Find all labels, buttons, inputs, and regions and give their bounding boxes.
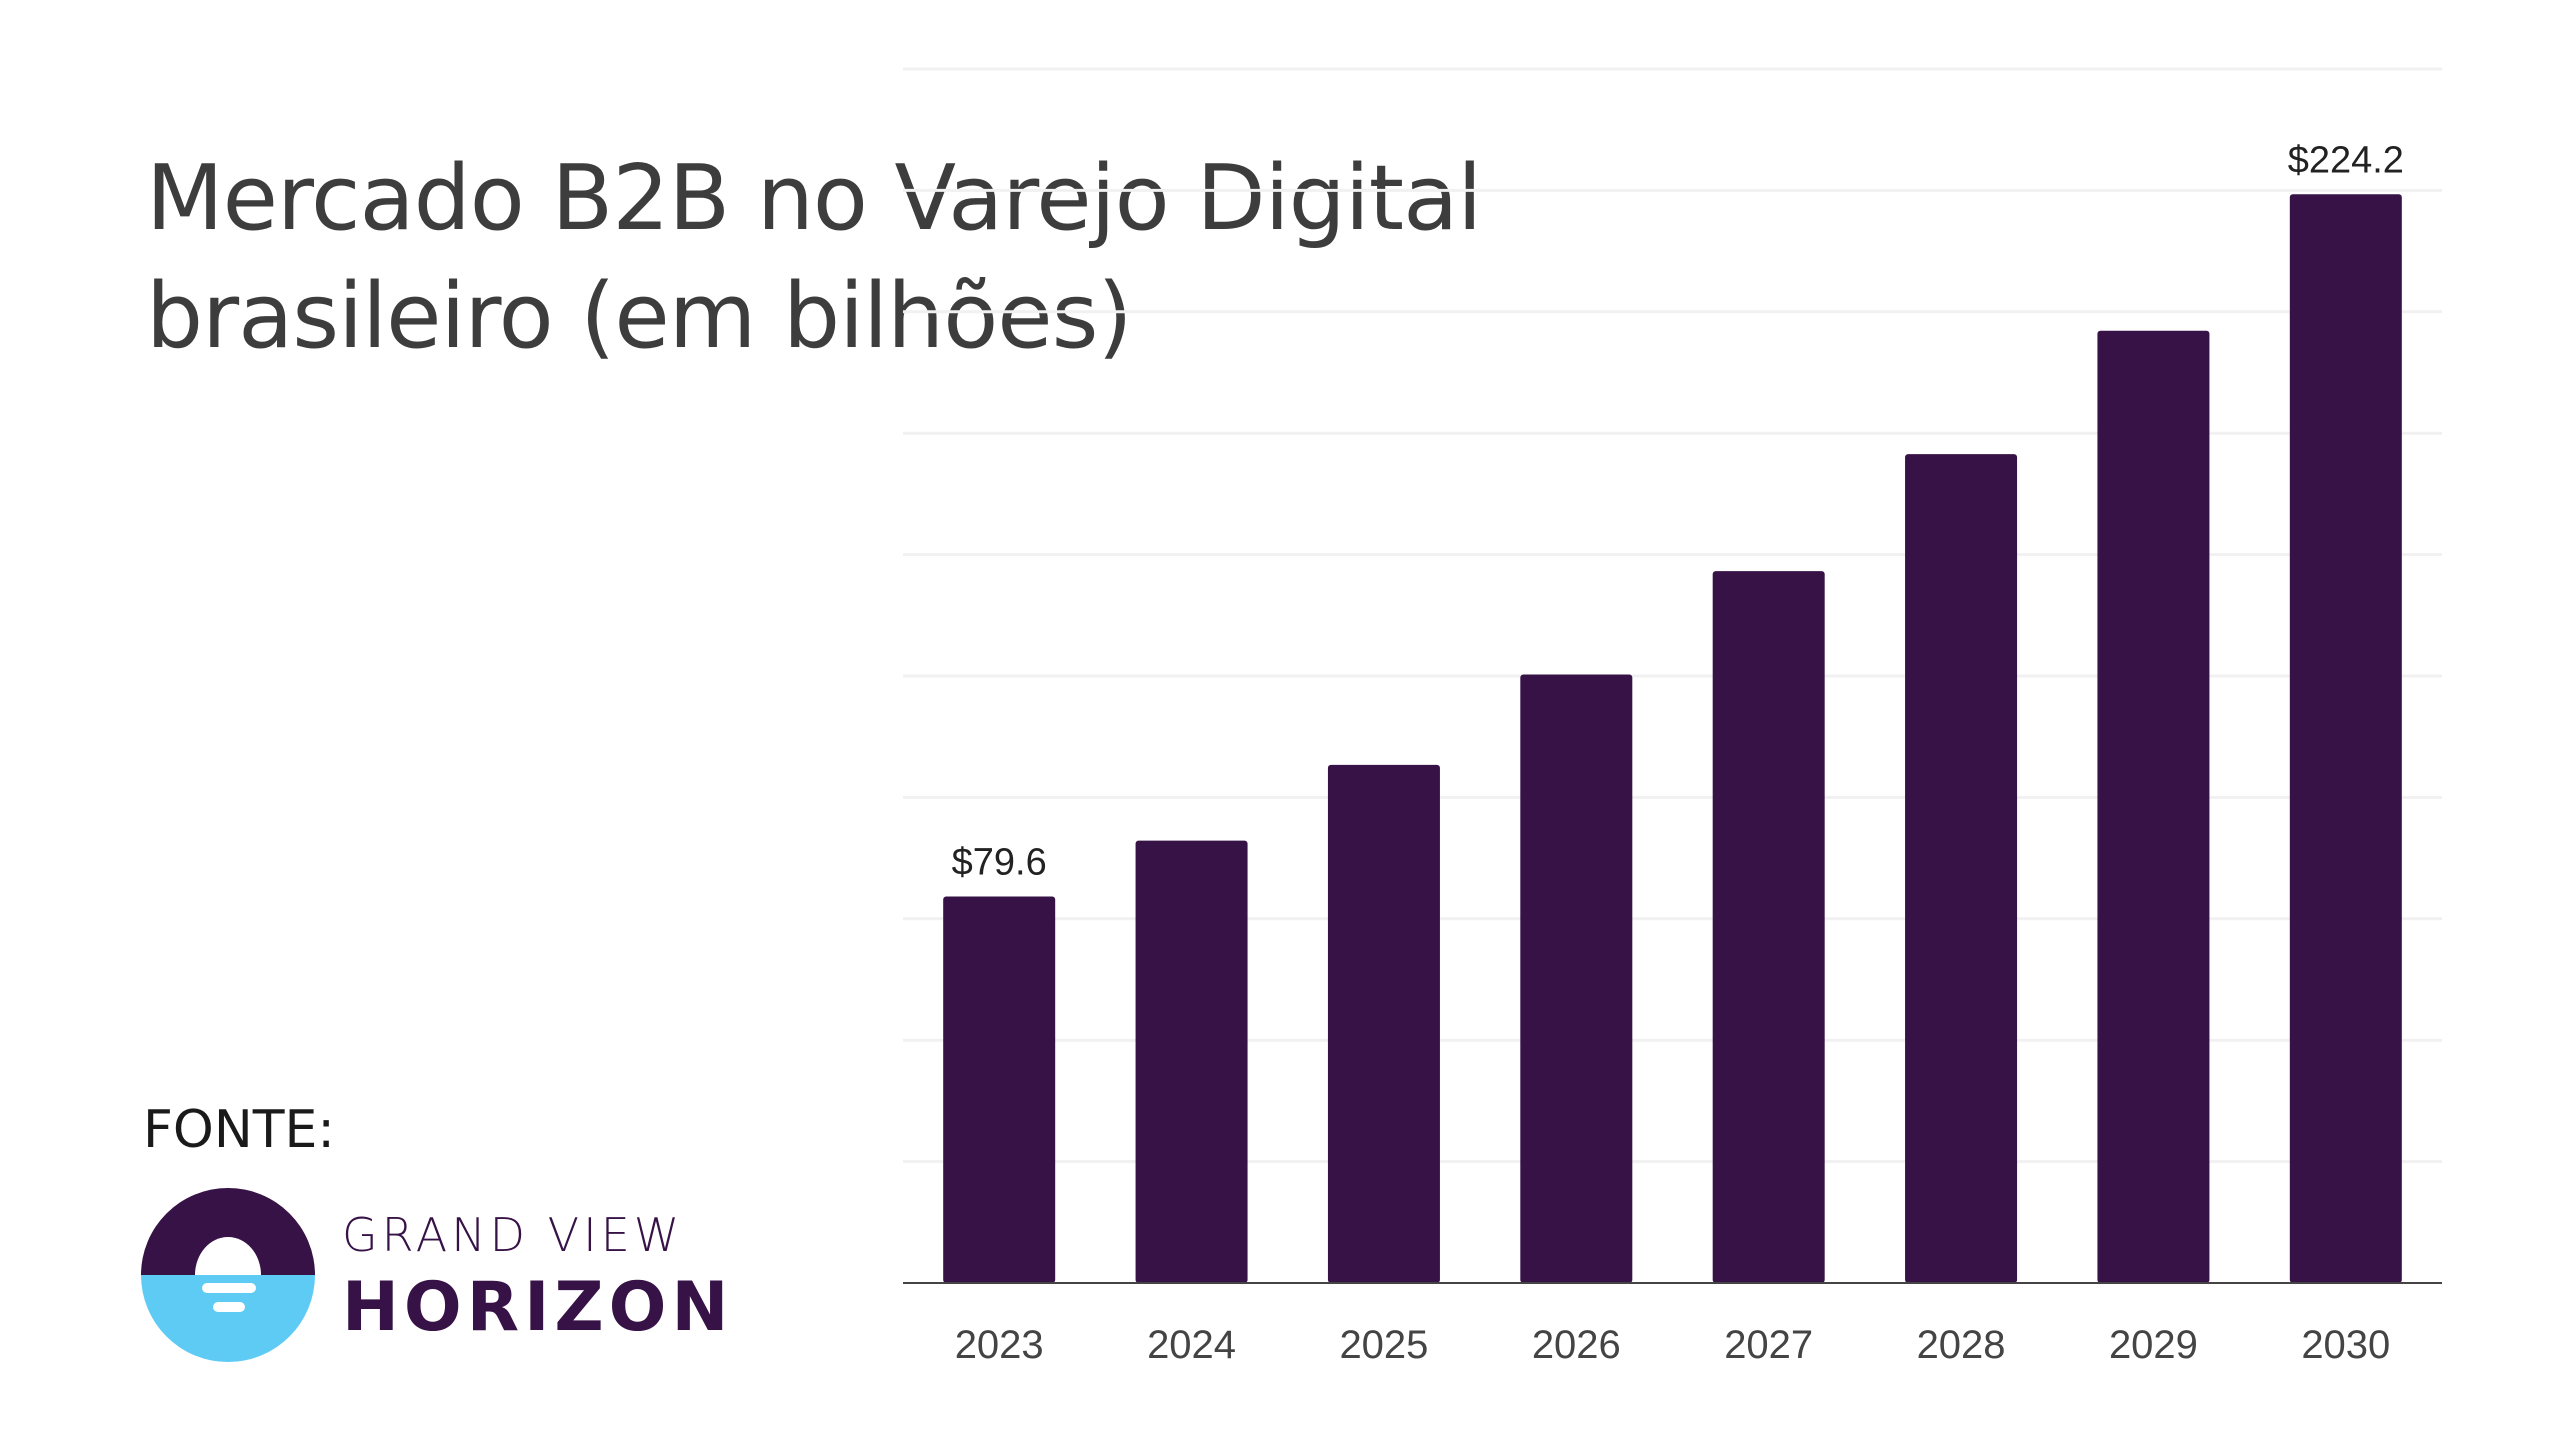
chart-title-line-2: brasileiro (em bilhões) — [146, 264, 1133, 369]
source-label: FONTE: — [143, 1100, 335, 1160]
bar-2028 — [1905, 454, 2018, 1283]
x-tick-label-2024: 2024 — [1147, 1323, 1236, 1367]
bar-2029 — [2097, 330, 2210, 1283]
bar-2023 — [943, 896, 1056, 1283]
bar-2024 — [1135, 840, 1248, 1283]
logo-text-grand-view: GRAND VIEW — [342, 1208, 684, 1262]
x-tick-label-2023: 2023 — [955, 1323, 1044, 1367]
grand-view-horizon-logo-icon — [141, 1188, 315, 1362]
data-label-2023: $79.6 — [952, 841, 1047, 883]
logo-text-horizon: HORIZON — [342, 1268, 734, 1347]
chart-title: Mercado B2B no Varejo Digital brasileiro… — [146, 140, 1482, 376]
data-label-2030: $224.2 — [2288, 139, 2404, 181]
x-tick-label-2027: 2027 — [1724, 1323, 1813, 1367]
x-tick-label-2026: 2026 — [1532, 1323, 1621, 1367]
x-tick-label-2025: 2025 — [1339, 1323, 1428, 1367]
bar-2030 — [2289, 194, 2402, 1284]
bar-2025 — [1327, 764, 1440, 1283]
x-tick-label-2028: 2028 — [1917, 1323, 2006, 1367]
bar-2026 — [1520, 674, 1633, 1283]
chart-title-line-1: Mercado B2B no Varejo Digital — [146, 146, 1482, 251]
x-tick-label-2029: 2029 — [2109, 1323, 2198, 1367]
x-tick-label-2030: 2030 — [2301, 1323, 2390, 1367]
bar-2027 — [1712, 571, 1825, 1283]
